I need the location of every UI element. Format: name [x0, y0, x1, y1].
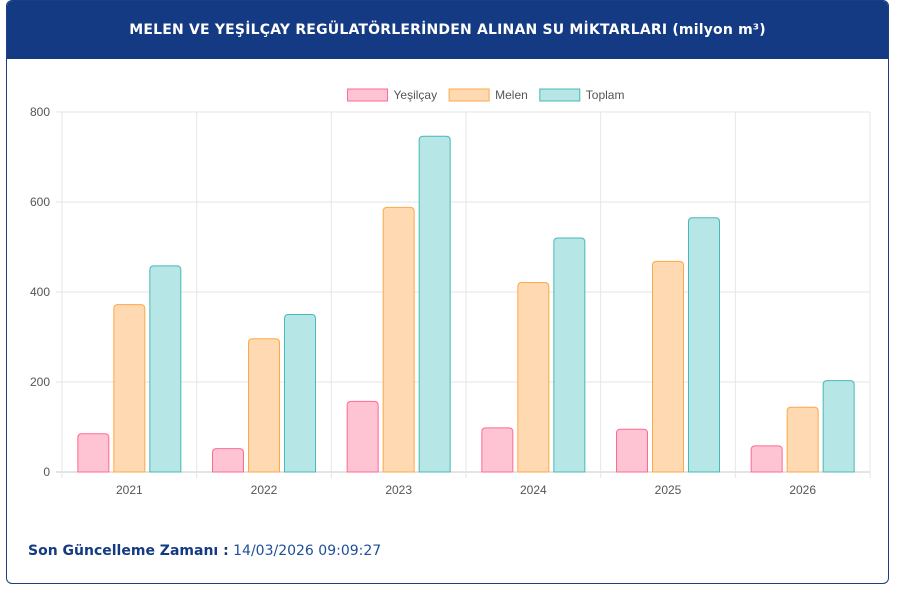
legend-label: Melen	[495, 88, 528, 102]
bar-toplam[interactable]	[149, 265, 182, 473]
legend-item[interactable]: Yeşilçay	[347, 88, 438, 102]
y-tick-label: 200	[30, 375, 50, 389]
y-tick-label: 800	[30, 105, 50, 119]
legend-item[interactable]: Toplam	[539, 88, 625, 102]
bar-toplam[interactable]	[822, 380, 855, 473]
x-tick-label: 2022	[251, 483, 278, 497]
bar-toplam[interactable]	[553, 237, 586, 473]
bar-ye-il-ay[interactable]	[212, 448, 244, 473]
x-tick-label: 2026	[789, 483, 816, 497]
legend-item[interactable]: Melen	[448, 88, 528, 102]
y-tick-label: 400	[30, 285, 50, 299]
bar-toplam[interactable]	[284, 314, 316, 473]
x-tick-label: 2023	[385, 483, 412, 497]
x-tick-label: 2021	[116, 483, 143, 497]
last-updated-label: Son Güncelleme Zamanı :	[28, 543, 229, 559]
bar-melen[interactable]	[248, 338, 280, 473]
chart-header: MELEN VE YEŞİLÇAY REGÜLATÖRLERİNDEN ALIN…	[7, 1, 888, 59]
y-tick-label: 0	[43, 465, 50, 479]
bar-melen[interactable]	[113, 304, 146, 473]
x-tick-label: 2024	[520, 483, 547, 497]
bar-ye-il-ay[interactable]	[346, 400, 379, 473]
chart-card: MELEN VE YEŞİLÇAY REGÜLATÖRLERİNDEN ALIN…	[6, 0, 889, 584]
bar-melen[interactable]	[652, 260, 684, 473]
bar-melen[interactable]	[517, 282, 550, 473]
legend-swatch	[347, 88, 389, 102]
legend-label: Toplam	[586, 88, 625, 102]
legend-label: Yeşilçay	[394, 88, 438, 102]
last-updated: Son Güncelleme Zamanı : 14/03/2026 09:09…	[28, 543, 381, 559]
bar-ye-il-ay[interactable]	[616, 428, 648, 473]
legend-swatch	[448, 88, 490, 102]
bar-chart: 0 200 400 600 800 2021 2022 2023 2024 2025 2026 Y…	[30, 88, 871, 497]
bar-toplam[interactable]	[418, 135, 451, 473]
chart-title: MELEN VE YEŞİLÇAY REGÜLATÖRLERİNDEN ALIN…	[129, 22, 766, 38]
bar-melen[interactable]	[786, 406, 819, 473]
legend-swatch	[539, 88, 581, 102]
bar-ye-il-ay[interactable]	[77, 433, 110, 473]
bar-ye-il-ay[interactable]	[750, 445, 783, 473]
last-updated-value: 14/03/2026 09:09:27	[233, 543, 382, 559]
bar-ye-il-ay[interactable]	[481, 427, 514, 473]
bar-toplam[interactable]	[688, 217, 720, 473]
y-tick-label: 600	[30, 195, 50, 209]
bar-melen[interactable]	[382, 206, 415, 473]
x-tick-label: 2025	[655, 483, 682, 497]
